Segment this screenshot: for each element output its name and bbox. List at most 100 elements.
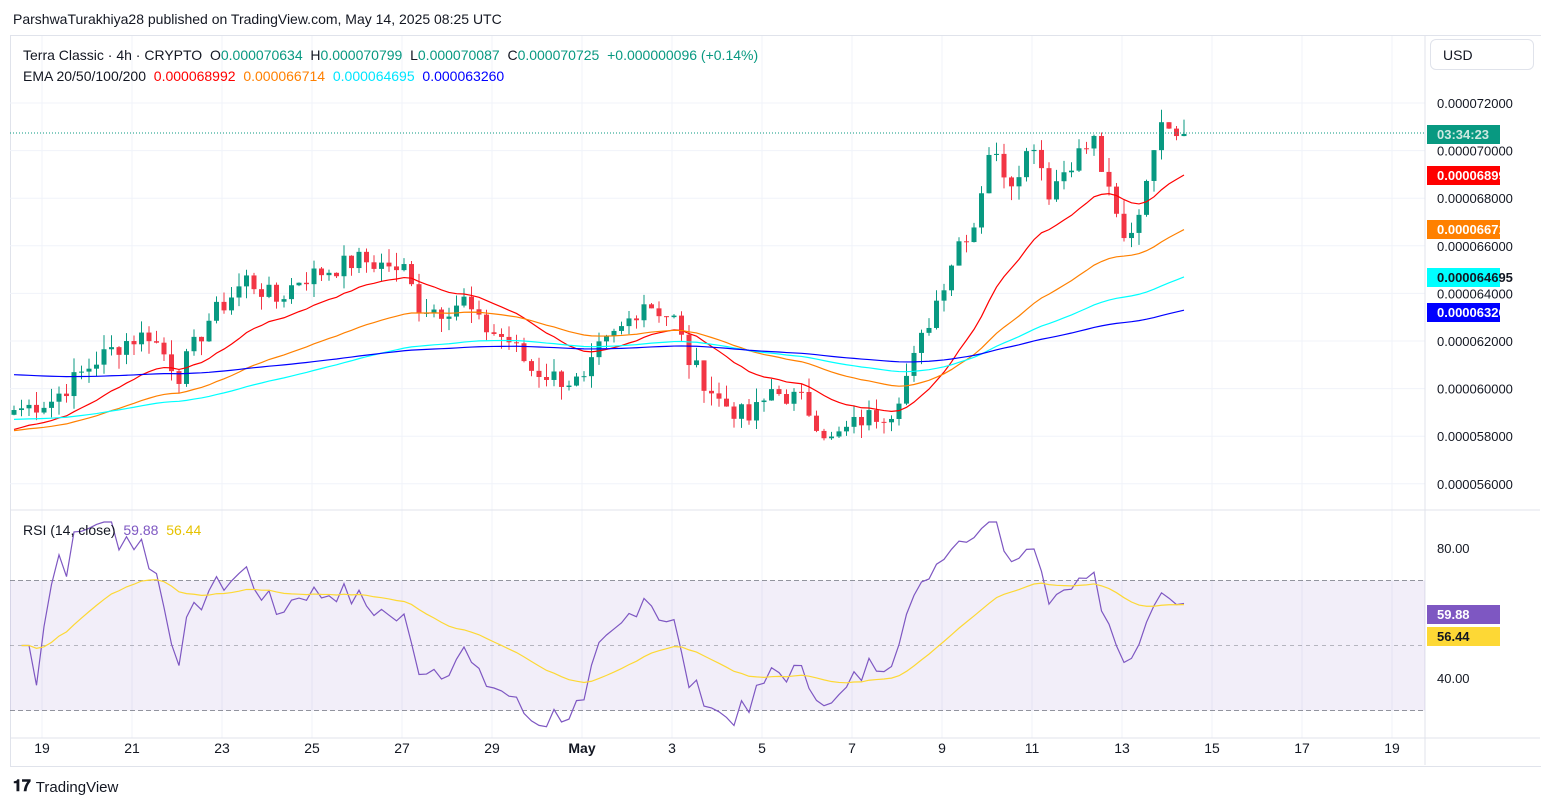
- candle-body: [746, 404, 752, 421]
- rsi-legend: RSI (14, close) 59.88 56.44: [23, 522, 201, 538]
- candle-body: [71, 372, 77, 397]
- close-value: 0.000070725: [517, 47, 600, 63]
- time-tick-label: 15: [1204, 740, 1220, 756]
- high-value: 0.000070799: [320, 47, 403, 63]
- candle-body: [701, 360, 707, 391]
- time-tick-label: 5: [758, 740, 766, 756]
- candle-body: [514, 342, 519, 344]
- time-tick-label: 11: [1025, 740, 1040, 756]
- symbol-name[interactable]: Terra Classic · 4h · CRYPTO: [23, 47, 203, 63]
- candle-body: [971, 227, 977, 243]
- time-tick-label: 29: [484, 740, 500, 756]
- candle-body: [199, 336, 204, 342]
- ema200-line: [13, 309, 1185, 378]
- ema50-line: [13, 229, 1185, 432]
- candle-body: [964, 241, 969, 243]
- candle-body: [304, 282, 309, 285]
- candle-body: [641, 304, 647, 321]
- candle-body: [1099, 135, 1104, 172]
- candle-body: [574, 376, 579, 386]
- candle-body: [41, 407, 47, 413]
- candle-body: [1114, 186, 1119, 214]
- candle-body: [491, 332, 497, 334]
- candle-body: [281, 299, 287, 302]
- candle-body: [94, 364, 99, 369]
- candle-body: [731, 406, 737, 419]
- candle-body: [1121, 213, 1127, 239]
- candle-body: [941, 290, 947, 301]
- candle-body: [739, 404, 744, 419]
- time-tick-label: 19: [34, 740, 50, 756]
- candle-body: [521, 343, 527, 362]
- candle-body: [169, 354, 174, 372]
- candle-body: [896, 403, 902, 419]
- candle-body: [461, 296, 467, 306]
- rsi-label[interactable]: RSI (14, close): [23, 522, 116, 538]
- ema100-value: 0.000064695: [332, 68, 415, 84]
- time-tick-label: 21: [124, 740, 140, 756]
- price-tick-label: 0.000072000: [1437, 96, 1513, 111]
- ema20-line: [13, 174, 1185, 430]
- candle-body: [176, 371, 182, 384]
- ema200-value: 0.000063260: [422, 68, 505, 84]
- candle-body: [1166, 122, 1172, 129]
- time-tick-label: 27: [394, 740, 410, 756]
- candle-body: [191, 336, 197, 352]
- time-tick-label: 7: [848, 740, 856, 756]
- time-tick-label: May: [568, 740, 595, 756]
- candle-body: [124, 341, 129, 355]
- countdown-label: 03:34:23: [1437, 127, 1489, 142]
- tradingview-logo[interactable]: 𝟏𝟕 TradingView: [13, 778, 118, 796]
- candle-body: [236, 286, 242, 298]
- candle-body: [1151, 150, 1157, 181]
- ema100-price-tag-bg: [1427, 268, 1500, 287]
- candle-body: [64, 393, 69, 397]
- candle-body: [154, 341, 159, 343]
- ema-label[interactable]: EMA 20/50/100/200: [23, 68, 146, 84]
- published-by: ParshwaTurakhiya28 published on TradingV…: [13, 11, 502, 27]
- candle-body: [484, 314, 489, 333]
- candle-body: [401, 264, 407, 271]
- candle-body: [1046, 168, 1052, 200]
- candle-body: [836, 431, 842, 437]
- candle-body: [649, 304, 654, 309]
- candle-body: [889, 418, 894, 423]
- candle-body: [214, 301, 219, 321]
- ema200-price-tag: 0.000063260: [1437, 305, 1513, 320]
- price-tick-label: 0.000066000: [1437, 239, 1513, 254]
- candle-body: [716, 393, 722, 399]
- ema200-price-tag-bg: [1427, 303, 1500, 322]
- price-tick-label: 0.000062000: [1437, 334, 1513, 349]
- candle-body: [394, 266, 399, 271]
- candle-body: [341, 255, 347, 277]
- candle-body: [559, 371, 564, 387]
- currency-button[interactable]: USD: [1430, 39, 1534, 70]
- candle-body: [49, 401, 54, 408]
- candle-body: [356, 251, 362, 269]
- candle-body: [866, 410, 872, 426]
- open-value: 0.000070634: [220, 47, 303, 63]
- low-value: 0.000070087: [417, 47, 500, 63]
- candle-body: [371, 262, 377, 269]
- price-tick-label: 0.000060000: [1437, 382, 1513, 397]
- candle-body: [664, 316, 669, 318]
- ema50-price-tag-bg: [1427, 220, 1500, 239]
- candle-body: [101, 349, 107, 365]
- candle-body: [296, 282, 302, 286]
- candle-body: [506, 336, 512, 343]
- price-tick-label: 0.000058000: [1437, 429, 1513, 444]
- candle-body: [881, 421, 887, 423]
- candle-body: [566, 385, 572, 387]
- candle-body: [431, 309, 437, 313]
- candle-body: [806, 392, 812, 416]
- rsi-ma-line: [21, 579, 1185, 684]
- candle-body: [244, 275, 249, 287]
- price-tick-label: 0.000068000: [1437, 191, 1513, 206]
- candle-body: [536, 370, 542, 377]
- candle-body: [326, 272, 332, 276]
- candle-body: [544, 376, 549, 380]
- candle-body: [131, 341, 137, 345]
- time-tick-label: 3: [668, 740, 676, 756]
- chart-frame: [10, 35, 1541, 767]
